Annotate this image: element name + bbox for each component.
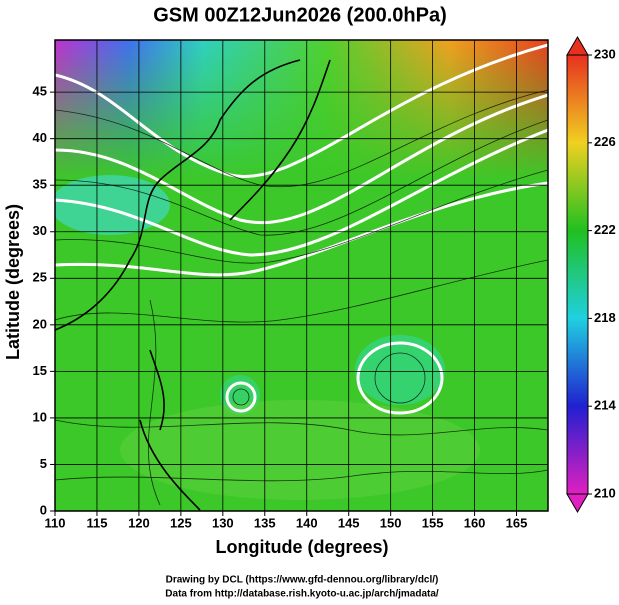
x-tick-label: 155 [422, 515, 444, 530]
x-tick-label: 160 [464, 515, 486, 530]
colorbar-extend [566, 493, 589, 513]
y-tick-label: 30 [33, 223, 47, 238]
y-tick-label: 40 [33, 130, 47, 145]
plot-frame [54, 39, 549, 512]
y-tick-label: 10 [33, 409, 47, 424]
y-tick-label: 25 [33, 270, 47, 285]
colorbar-extend [566, 36, 589, 56]
x-tick-label: 150 [380, 515, 402, 530]
colorbar-tick-label: 218 [594, 310, 616, 325]
x-tick-label: 110 [45, 515, 66, 530]
colorbar-tick-label: 210 [594, 485, 616, 500]
contours [55, 43, 548, 415]
x-tick-label: 165 [506, 515, 528, 530]
colorbar-tick-label: 214 [594, 398, 616, 413]
y-tick-label: 35 [33, 177, 47, 192]
x-tick-label: 145 [338, 515, 360, 530]
streamlines [55, 89, 548, 506]
coastlines [55, 59, 331, 511]
credit: Data from http://database.rish.kyoto-u.a… [165, 589, 439, 600]
y-axis-label: Latitude (degrees) [3, 204, 23, 360]
x-tick-label: 115 [86, 515, 107, 530]
colorbar-tick-label: 222 [594, 222, 616, 237]
y-tick-label: 15 [33, 363, 47, 378]
y-tick-label: 45 [33, 84, 47, 99]
x-tick-label: 125 [170, 515, 192, 530]
title: GSM 00Z12Jun2026 (200.0hPa) [153, 4, 446, 26]
colorbar-tick-label: 226 [594, 134, 616, 149]
field [55, 40, 548, 511]
x-tick-label: 120 [128, 515, 150, 530]
credit: Drawing by DCL (https://www.gfd-dennou.o… [166, 575, 439, 586]
y-tick-label: 20 [33, 316, 47, 331]
colorbar [566, 36, 592, 513]
y-tick-label: 0 [40, 502, 47, 517]
x-tick-label: 130 [212, 515, 234, 530]
y-tick-label: 5 [40, 456, 47, 471]
x-tick-label: 135 [254, 515, 276, 530]
colorbar-tick-label: 230 [594, 46, 616, 61]
colorbar-scale [566, 54, 589, 495]
x-axis-label: Longitude (degrees) [215, 537, 388, 557]
x-tick-label: 140 [296, 515, 318, 530]
